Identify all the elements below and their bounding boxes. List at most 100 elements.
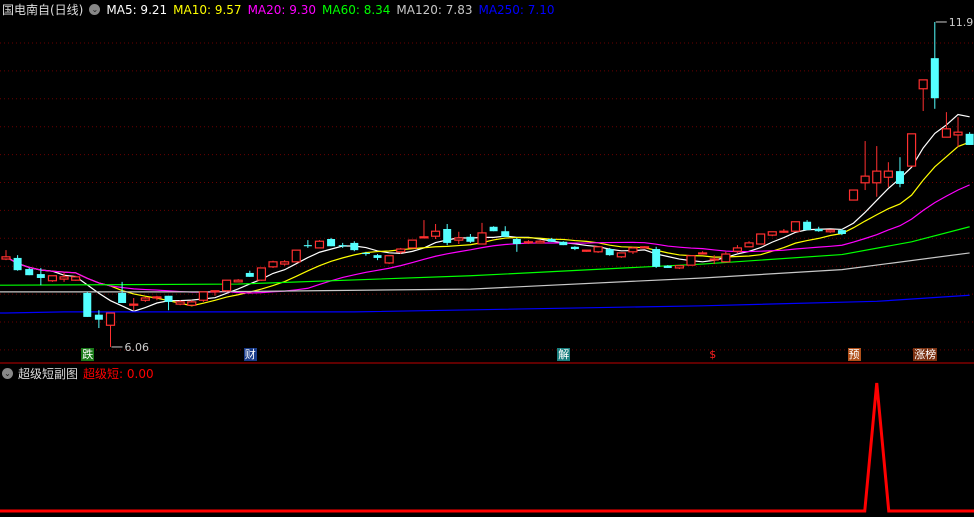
candle-up — [686, 255, 696, 266]
ma-line-ma20 — [5, 184, 970, 294]
candle-up — [709, 258, 719, 261]
candle-up — [581, 249, 592, 252]
candle-up — [419, 236, 429, 239]
sub-panel-title: 超级短副图 — [18, 367, 79, 381]
ma-label: MA60: 8.34 — [322, 2, 391, 17]
ma-label: MA10: 9.57 — [173, 2, 242, 17]
event-marker[interactable]: 解 — [557, 348, 571, 361]
event-marker[interactable]: 跌 — [81, 348, 95, 361]
indicator-label: 超级短: 0.00 — [83, 367, 154, 381]
candle-down — [570, 246, 579, 250]
candle-up — [732, 247, 743, 252]
candle-up — [906, 133, 917, 167]
candle-down — [94, 314, 103, 320]
candle-up — [721, 253, 731, 263]
candle-up — [59, 276, 69, 280]
candle-down — [837, 230, 846, 235]
candle-down — [338, 245, 347, 247]
candle-up — [210, 290, 220, 293]
candle-up — [140, 297, 150, 301]
event-marker[interactable]: $ — [709, 348, 717, 361]
candle-up — [523, 241, 534, 244]
candle-up — [198, 291, 208, 301]
candle-up — [233, 279, 243, 283]
candle-down — [361, 252, 370, 255]
candle-up — [779, 230, 789, 233]
ma-label: MA5: 9.21 — [106, 2, 168, 17]
candle-up — [756, 233, 766, 245]
ma-line-ma5 — [5, 113, 970, 312]
candle-up — [941, 128, 952, 138]
candle-up — [152, 296, 162, 299]
candle-down — [13, 257, 22, 271]
chevron-down-icon[interactable]: ⌄ — [89, 4, 101, 15]
candle-up — [860, 175, 870, 184]
ma-label: MA120: 7.83 — [396, 2, 473, 17]
candle-up — [187, 301, 197, 306]
candle-down — [663, 265, 672, 268]
candle-down — [547, 239, 556, 242]
ma-line-ma250 — [0, 294, 970, 314]
candle-up — [47, 275, 58, 282]
candle-down — [350, 242, 359, 251]
candle-up — [105, 312, 116, 326]
candle-down — [501, 231, 510, 237]
event-marker[interactable]: 预 — [847, 348, 861, 361]
candle-down — [443, 228, 452, 243]
candle-down — [803, 221, 812, 231]
candle-down — [605, 249, 614, 256]
candle-up — [430, 230, 441, 237]
ma-labels: MA5: 9.21 MA10: 9.57 MA20: 9.30 MA60: 8.34 M… — [106, 3, 554, 17]
candle-down — [512, 239, 521, 245]
candle-up — [71, 276, 81, 281]
chevron-down-icon[interactable]: ⌄ — [2, 368, 13, 379]
price-annotation: 11.9 — [949, 16, 974, 29]
candle-up — [628, 247, 638, 253]
candle-up — [883, 170, 893, 178]
candle-down — [327, 239, 336, 247]
candle-up — [616, 252, 626, 258]
candle-up — [744, 242, 754, 248]
candle-up — [314, 240, 325, 249]
stock-title: 国电南自(日线) — [2, 3, 84, 17]
candle-down — [118, 292, 127, 304]
candle-down — [164, 295, 173, 302]
candle-down — [373, 255, 382, 258]
ma-line-ma120 — [0, 252, 970, 293]
candle-up — [953, 131, 963, 136]
ma-line-ma60 — [0, 226, 970, 286]
event-marker[interactable]: 财 — [243, 348, 257, 361]
candle-up — [674, 265, 684, 269]
candle-up — [477, 232, 487, 245]
candle-down — [245, 272, 254, 277]
candle-down — [466, 236, 475, 242]
candle-up — [697, 252, 708, 255]
candle-down — [895, 171, 904, 184]
candle-up — [291, 249, 301, 263]
candle-up — [535, 240, 545, 244]
ma-line-ma10 — [5, 141, 970, 307]
candle-up — [1, 256, 11, 260]
price-annotation: 6.06 — [124, 341, 148, 354]
candle-up — [407, 239, 417, 249]
candle-up — [454, 237, 464, 241]
candle-up — [221, 279, 232, 292]
candle-up — [918, 79, 928, 90]
candle-up — [175, 301, 185, 305]
event-marker[interactable]: 涨榜 — [913, 348, 938, 361]
candle-down — [965, 133, 974, 145]
candle-up — [384, 255, 394, 264]
candle-up — [872, 170, 882, 184]
candle-down — [930, 58, 939, 99]
indicator-line — [0, 382, 974, 513]
candle-up — [848, 189, 859, 201]
candle-down — [814, 228, 823, 232]
ma-label: MA20: 9.30 — [247, 2, 316, 17]
candle-up — [268, 261, 278, 268]
candle-up — [129, 303, 139, 306]
candle-up — [396, 248, 406, 253]
candle-up — [256, 267, 267, 281]
candle-down — [652, 249, 661, 267]
candle-down — [83, 292, 92, 317]
